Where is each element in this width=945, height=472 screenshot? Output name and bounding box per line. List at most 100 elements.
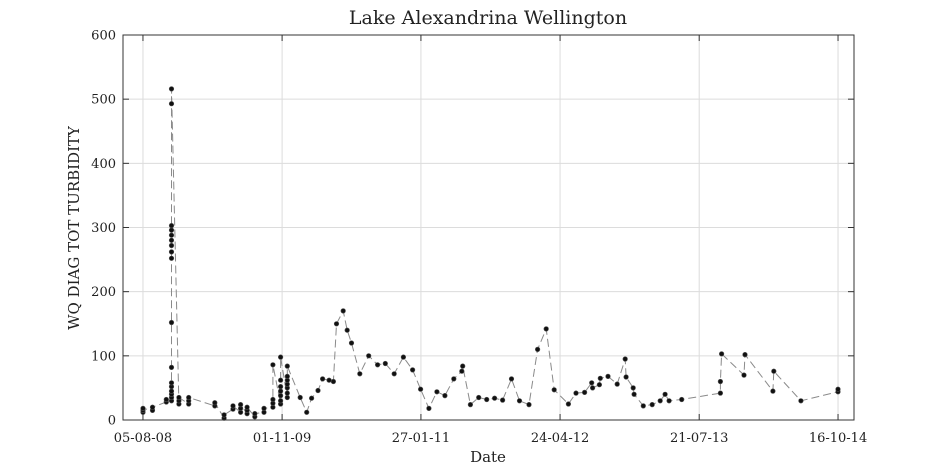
data-point	[344, 327, 350, 333]
data-point	[640, 403, 646, 409]
x-tick-label: 24-04-12	[531, 431, 589, 446]
data-point	[168, 223, 175, 229]
x-tick-label: 05-08-08	[114, 431, 172, 446]
y-tick-label: 0	[108, 414, 116, 429]
data-point	[168, 237, 175, 243]
data-point	[252, 411, 258, 417]
data-point	[297, 394, 303, 401]
data-point	[526, 402, 532, 408]
x-tick-label: 16-10-14	[809, 431, 867, 446]
data-point	[467, 402, 474, 408]
data-point	[315, 387, 321, 394]
data-point	[284, 373, 290, 380]
data-point	[630, 385, 636, 391]
data-point	[168, 86, 175, 92]
data-point	[168, 364, 175, 371]
data-point	[212, 400, 218, 406]
data-point	[326, 377, 332, 383]
data-point	[492, 395, 498, 401]
data-point	[597, 375, 603, 381]
data-point	[244, 404, 250, 410]
x-axis-label: Date	[470, 448, 506, 466]
data-point	[186, 394, 192, 401]
x-tick-label: 27-01-11	[392, 431, 450, 446]
data-point	[168, 232, 175, 238]
data-point	[679, 396, 685, 403]
data-point	[238, 402, 244, 408]
y-tick-label: 300	[91, 221, 116, 236]
data-point	[565, 401, 572, 407]
data-point	[168, 227, 175, 233]
grid-lines	[123, 34, 854, 421]
data-point	[581, 389, 588, 396]
data-point	[459, 368, 465, 374]
data-point	[168, 319, 175, 326]
data-point	[662, 391, 668, 397]
data-point	[309, 395, 315, 401]
data-point	[534, 346, 541, 353]
data-point	[649, 402, 655, 408]
series-layer	[140, 86, 841, 421]
data-point	[333, 321, 340, 327]
data-point	[770, 388, 776, 394]
data-point	[284, 363, 290, 369]
data-point	[484, 396, 490, 403]
data-point	[284, 394, 290, 401]
data-point	[140, 405, 146, 412]
data-point	[596, 382, 603, 388]
data-point	[718, 351, 725, 357]
data-point	[261, 405, 267, 412]
data-point	[230, 403, 236, 409]
data-point	[278, 393, 284, 399]
data-point	[589, 385, 596, 391]
data-point	[284, 390, 290, 396]
data-point	[657, 398, 663, 404]
data-point	[622, 356, 628, 362]
data-point	[221, 412, 227, 418]
data-point	[278, 388, 284, 394]
data-point	[631, 391, 637, 397]
data-point	[168, 388, 175, 394]
data-point	[168, 380, 175, 386]
y-tick-label: 100	[91, 349, 116, 364]
data-point	[168, 242, 175, 249]
data-point	[410, 367, 416, 373]
data-point	[278, 384, 284, 390]
data-point	[798, 398, 804, 404]
data-point	[270, 396, 276, 403]
data-point	[460, 363, 466, 369]
data-point	[666, 398, 672, 404]
data-point	[516, 398, 523, 404]
data-point	[270, 362, 276, 368]
data-point	[741, 372, 747, 378]
data-point	[278, 354, 284, 360]
data-point	[168, 101, 175, 107]
data-point	[400, 354, 407, 360]
data-point	[434, 389, 440, 395]
data-point	[391, 371, 397, 377]
data-point	[835, 386, 841, 392]
series-line	[142, 88, 839, 420]
y-tick-label: 600	[91, 29, 116, 44]
data-point	[330, 378, 337, 385]
y-tick-label: 200	[91, 285, 116, 300]
data-point	[543, 326, 549, 332]
data-point	[442, 393, 448, 399]
data-point	[176, 394, 182, 401]
data-point	[451, 376, 457, 382]
data-point	[771, 368, 777, 374]
data-point	[426, 405, 432, 412]
data-point	[589, 380, 595, 386]
x-tick-label: 21-07-13	[670, 431, 728, 446]
y-tick-label: 400	[91, 157, 116, 172]
chart-title: Lake Alexandrina Wellington	[349, 7, 627, 29]
data-point	[573, 390, 579, 396]
data-point	[149, 404, 156, 410]
axis-ticks: 0 100 200 300 400 500 600 05-08-08 01-11-09 27-01…	[91, 29, 867, 447]
data-point	[375, 362, 381, 368]
data-point	[340, 308, 346, 314]
data-point	[742, 352, 748, 358]
data-point	[382, 360, 388, 367]
data-point	[476, 394, 482, 401]
